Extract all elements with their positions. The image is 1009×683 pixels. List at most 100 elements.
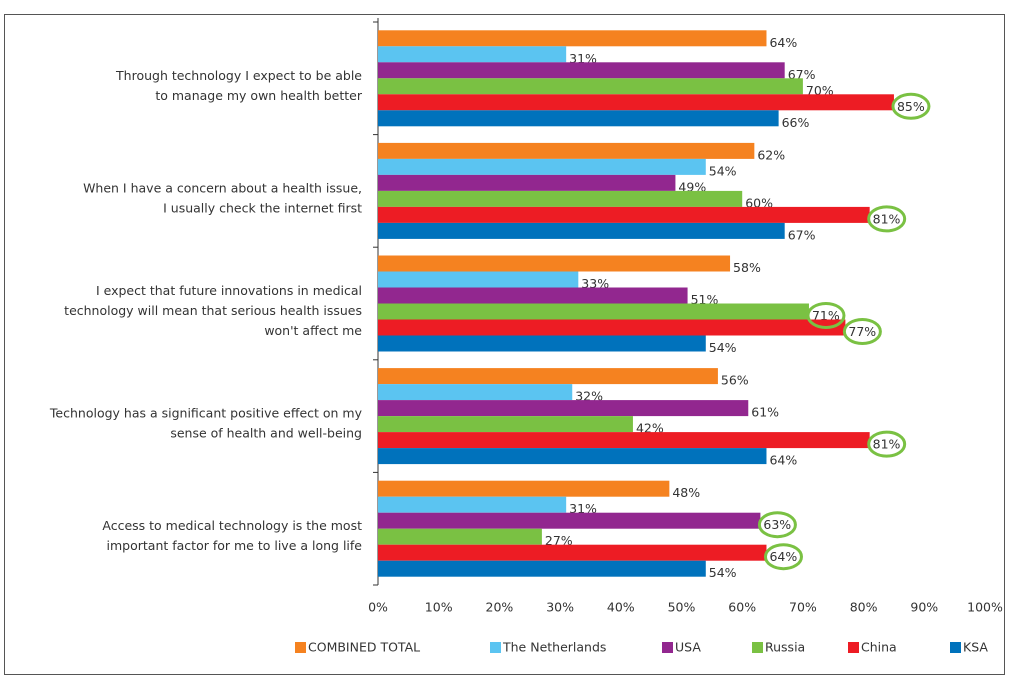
highlight-ring <box>763 543 803 571</box>
value-label: 54% <box>709 340 737 355</box>
x-tick-label: 30% <box>546 600 574 615</box>
legend-label: Russia <box>765 640 805 655</box>
category-label: Through technology I expect to be able <box>115 68 362 83</box>
x-tick-label: 0% <box>368 600 388 615</box>
category-label: Access to medical technology is the most <box>102 518 362 533</box>
value-label: 66% <box>782 115 810 130</box>
legend-swatch <box>848 642 859 653</box>
value-label: 27% <box>545 533 573 548</box>
legend-swatch <box>752 642 763 653</box>
category-label: won't affect me <box>264 323 362 338</box>
value-label: 58% <box>733 260 761 275</box>
bar <box>378 222 785 239</box>
bar <box>378 287 688 304</box>
value-label: 64% <box>769 453 797 468</box>
bar <box>378 319 846 336</box>
value-label: 33% <box>581 276 609 291</box>
category-label: I expect that future innovations in medi… <box>96 283 362 298</box>
legend-label: USA <box>675 640 701 655</box>
bar <box>378 94 894 111</box>
legend-swatch <box>950 642 961 653</box>
value-label: 62% <box>757 147 785 162</box>
bar <box>378 384 573 401</box>
value-label: 48% <box>672 485 700 500</box>
x-tick-label: 100% <box>967 600 1003 615</box>
highlight-ring <box>842 318 882 345</box>
bar <box>378 206 870 223</box>
category-label: When I have a concern about a health iss… <box>83 180 362 195</box>
highlight-ring <box>757 511 797 539</box>
legend-label: KSA <box>963 640 988 655</box>
bar <box>378 480 670 497</box>
bar <box>378 158 706 175</box>
bar <box>378 400 749 417</box>
value-label: 42% <box>636 421 664 436</box>
value-label: 54% <box>709 565 737 580</box>
category-label: sense of health and well-being <box>170 426 362 441</box>
bar <box>378 78 803 95</box>
legend-label: COMBINED TOTAL <box>308 640 420 655</box>
value-label: 31% <box>569 51 597 66</box>
category-label: to manage my own health better <box>155 88 363 103</box>
highlight-ring <box>806 302 846 329</box>
value-label: 54% <box>709 163 737 178</box>
x-tick-label: 70% <box>789 600 817 615</box>
legend-label: China <box>861 640 897 655</box>
bar <box>378 335 706 352</box>
value-label: 56% <box>721 373 749 388</box>
frame <box>4 14 1005 675</box>
x-tick-label: 90% <box>910 600 938 615</box>
bar <box>378 271 579 288</box>
value-label: 32% <box>575 389 603 404</box>
x-tick-label: 20% <box>486 600 514 615</box>
value-label: 61% <box>751 405 779 420</box>
value-label: 64% <box>769 35 797 50</box>
bar <box>378 142 755 159</box>
value-label: 67% <box>788 227 816 242</box>
category-label: Technology has a significant positive ef… <box>49 406 363 421</box>
value-label: 60% <box>745 195 773 210</box>
bar <box>378 110 779 127</box>
category-label: important factor for me to live a long l… <box>107 538 363 553</box>
bar <box>378 416 633 433</box>
value-label: 70% <box>806 83 834 98</box>
highlight-ring <box>891 92 931 120</box>
value-label: 63% <box>763 517 791 532</box>
x-tick-label: 40% <box>607 600 635 615</box>
value-label: 81% <box>873 211 901 226</box>
value-label: 81% <box>873 437 901 452</box>
legend-swatch <box>295 642 306 653</box>
bar <box>378 544 767 561</box>
highlight-ring <box>867 430 907 458</box>
value-label: 64% <box>769 549 797 564</box>
bar <box>378 528 542 545</box>
category-label: technology will mean that serious health… <box>64 303 362 318</box>
legend-swatch <box>490 642 501 653</box>
bar <box>378 448 767 465</box>
bar <box>378 46 567 63</box>
value-label: 71% <box>812 308 840 323</box>
value-label: 67% <box>788 67 816 82</box>
value-label: 51% <box>691 292 719 307</box>
x-tick-label: 80% <box>850 600 878 615</box>
bar <box>378 512 761 529</box>
x-tick-label: 50% <box>668 600 696 615</box>
bar <box>378 368 718 385</box>
highlight-ring <box>867 205 907 233</box>
legend-label: The Netherlands <box>502 640 606 655</box>
bar <box>378 303 809 320</box>
value-label: 85% <box>897 99 925 114</box>
category-label: I usually check the internet first <box>163 200 362 215</box>
legend-swatch <box>662 642 673 653</box>
bar <box>378 255 731 272</box>
x-tick-label: 10% <box>425 600 453 615</box>
bar <box>378 62 785 79</box>
value-label: 77% <box>848 324 876 339</box>
bar <box>378 174 676 191</box>
value-label: 49% <box>678 179 706 194</box>
bar <box>378 30 767 47</box>
bar <box>378 190 743 207</box>
bar <box>378 432 870 449</box>
